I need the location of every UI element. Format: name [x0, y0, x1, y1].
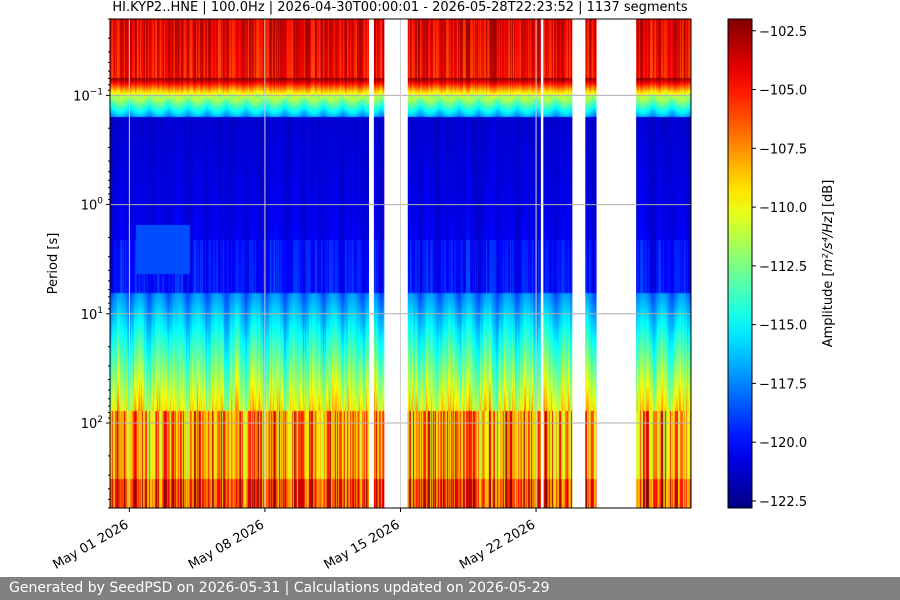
- colorbar-tick-label: −122.5: [759, 495, 807, 510]
- colorbar-tick-label: −117.5: [759, 377, 807, 392]
- colorbar-tick-label: −110.0: [759, 201, 807, 216]
- x-tick-label: May 08 2026: [186, 517, 267, 572]
- colorbar: −102.5 −105.0 −107.5 −110.0 −112.5 −115.0 −117…: [727, 18, 807, 510]
- colorbar-gradient: [727, 18, 753, 509]
- y-tick-label: 10−1: [73, 87, 103, 104]
- colorbar-label-prefix: Amplitude [: [821, 271, 836, 347]
- footer-bar: Generated by SeedPSD on 2026-05-31 | Cal…: [0, 577, 900, 600]
- data-gap-layer: [369, 19, 637, 508]
- x-tick-label: May 15 2026: [322, 517, 403, 572]
- chart-title: HI.KYP2..HNE | 100.0Hz | 2026-04-30T00:0…: [112, 0, 688, 15]
- grid-layer: [110, 19, 691, 508]
- data-gap: [369, 19, 374, 508]
- y-tick-label: 100: [81, 197, 104, 214]
- footer-text: Generated by SeedPSD on 2026-05-31 | Cal…: [9, 580, 550, 596]
- x-tick-label: May 01 2026: [50, 517, 131, 572]
- data-gap: [540, 19, 544, 508]
- y-tick-label: 102: [81, 415, 103, 432]
- y-axis: 10−1 100 101 102: [73, 18, 110, 509]
- colorbar-label-units: m²/s⁴/Hz: [821, 215, 836, 271]
- data-gap: [596, 19, 637, 508]
- y-tick-label: 101: [81, 306, 103, 323]
- x-axis: May 01 2026 May 08 2026 May 15 2026 May 22 …: [50, 508, 538, 573]
- colorbar-tick-label: −112.5: [759, 260, 807, 275]
- colorbar-label-suffix: ] [dB]: [821, 180, 836, 217]
- colorbar-tick-label: −107.5: [759, 142, 807, 157]
- data-gap: [384, 19, 408, 508]
- x-tick-label: May 22 2026: [457, 517, 538, 572]
- data-gap: [572, 19, 586, 508]
- colorbar-tick-label: −102.5: [759, 25, 807, 40]
- colorbar-tick-label: −105.0: [759, 84, 807, 99]
- y-axis-label: Period [s]: [46, 233, 61, 295]
- colorbar-tick-label: −120.0: [759, 436, 807, 451]
- colorbar-tick-label: −115.0: [759, 319, 807, 334]
- colorbar-label: Amplitude [m²/s⁴/Hz] [dB]: [821, 180, 836, 348]
